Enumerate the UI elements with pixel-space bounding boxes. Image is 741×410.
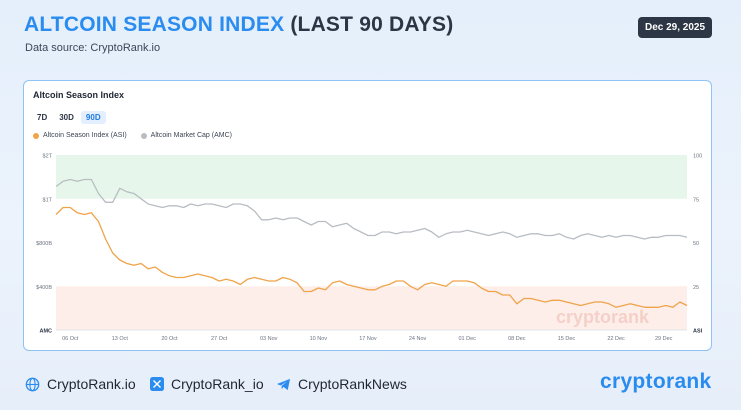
- title-rest: (LAST 90 DAYS): [290, 13, 454, 36]
- footer-telegram-label: CryptoRankNews: [298, 376, 407, 392]
- y-right-tick-label: 25: [693, 285, 699, 291]
- range-7d-button[interactable]: 7D: [37, 113, 48, 122]
- date-badge: Dec 29, 2025: [638, 17, 712, 38]
- x-logo-icon: [149, 377, 164, 392]
- footer-link-x[interactable]: CryptoRank_io: [149, 376, 264, 392]
- chart-card-title: Altcoin Season Index: [33, 90, 125, 100]
- x-tick-label: 27 Oct: [211, 336, 228, 342]
- zone-altcoin-season: [56, 155, 687, 199]
- series-asi-line: [55, 206, 688, 308]
- range-selector: 7D 30D 90D: [32, 111, 106, 124]
- footer-link-website[interactable]: CryptoRank.io: [25, 376, 136, 392]
- y-right-axis-label: ASI: [693, 329, 703, 335]
- y-right-tick-label: 75: [693, 197, 699, 203]
- series-amc-line: [55, 178, 688, 240]
- x-tick-label: 08 Dec: [508, 336, 526, 342]
- title-accent: ALTCOIN SEASON INDEX: [24, 13, 285, 36]
- range-90d-button[interactable]: 90D: [80, 111, 106, 124]
- data-source: Data source: CryptoRank.io: [25, 42, 161, 54]
- x-tick-label: 22 Dec: [607, 336, 625, 342]
- x-tick-label: 20 Oct: [161, 336, 178, 342]
- page-title: ALTCOIN SEASON INDEX (LAST 90 DAYS): [24, 13, 453, 37]
- x-tick-label: 03 Nov: [260, 336, 278, 342]
- x-tick-label: 29 Dec: [655, 336, 673, 342]
- legend-asi-label: Altcoin Season Index (ASI): [43, 132, 127, 139]
- x-tick-label: 13 Oct: [112, 336, 129, 342]
- footer-website-label: CryptoRank.io: [47, 376, 136, 392]
- y-right-tick-label: 100: [693, 154, 702, 160]
- y-right-tick-label: 50: [693, 241, 699, 247]
- chart-card: Altcoin Season Index 7D 30D 90D Altcoin …: [23, 80, 712, 351]
- y-left-tick-label: $1T: [43, 197, 53, 203]
- y-left-tick-label: $2T: [43, 154, 53, 160]
- chart-plot: cryptorank $2T 100 $1T 75 $800B 50 $400B 25 AMC AS…: [36, 154, 703, 343]
- globe-icon: [25, 377, 40, 392]
- x-tick-label: 24 Nov: [409, 336, 427, 342]
- y-left-tick-label: $400B: [36, 285, 52, 291]
- legend-amc-label: Altcoin Market Cap (AMC): [150, 132, 232, 139]
- watermark: cryptorank: [556, 307, 650, 327]
- legend-asi-dot: [33, 132, 39, 139]
- telegram-icon: [276, 377, 291, 392]
- footer-link-telegram[interactable]: CryptoRankNews: [276, 376, 407, 392]
- chart-legend: Altcoin Season Index (ASI) Altcoin Marke…: [33, 132, 232, 139]
- footer-x-label: CryptoRank_io: [171, 376, 264, 392]
- range-30d-button[interactable]: 30D: [59, 113, 74, 122]
- x-tick-label: 17 Nov: [359, 336, 377, 342]
- y-left-axis-label: AMC: [39, 329, 52, 335]
- legend-item-asi[interactable]: Altcoin Season Index (ASI): [33, 132, 127, 139]
- x-tick-label: 01 Dec: [458, 336, 476, 342]
- zone-bitcoin-season: [56, 286, 687, 330]
- x-tick-label: 06 Oct: [62, 336, 79, 342]
- y-left-tick-label: $800B: [36, 241, 52, 247]
- x-tick-label: 15 Dec: [558, 336, 576, 342]
- legend-item-amc[interactable]: Altcoin Market Cap (AMC): [140, 132, 232, 139]
- legend-amc-dot: [140, 132, 147, 139]
- brand-logo: cryptorank: [600, 370, 712, 393]
- x-tick-label: 10 Nov: [310, 336, 328, 342]
